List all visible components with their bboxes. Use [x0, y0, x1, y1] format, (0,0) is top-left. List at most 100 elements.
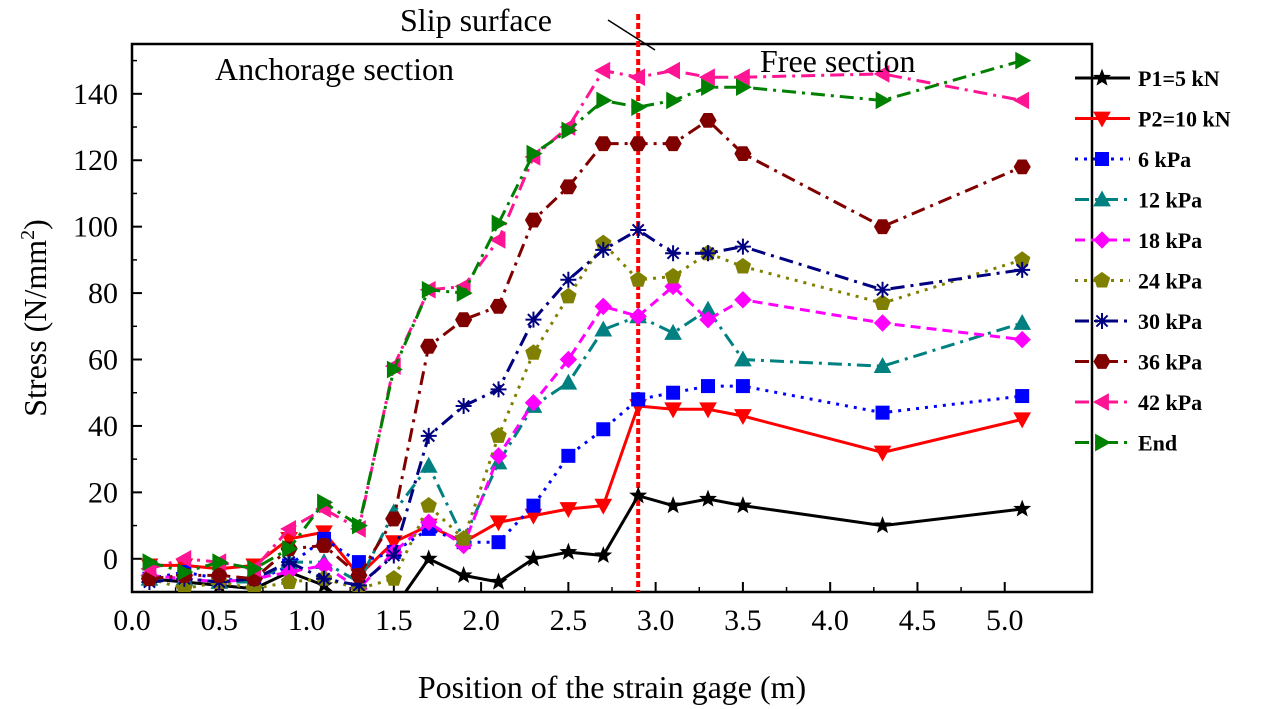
series-line: [149, 404, 1023, 578]
data-point: [384, 535, 403, 552]
data-point: [734, 291, 752, 309]
data-point: [525, 344, 542, 360]
data-point: [1013, 159, 1031, 175]
data-point: [699, 402, 717, 419]
data-point: [142, 553, 159, 571]
data-point: [666, 91, 683, 110]
data-point: [1015, 51, 1032, 70]
data-point: [631, 98, 648, 116]
data-point: [247, 559, 264, 578]
legend-marker: [1093, 271, 1111, 288]
data-point: [175, 549, 192, 568]
x-tick-label: 4.5: [899, 604, 937, 637]
y-axis-title-end: ): [17, 219, 53, 230]
data-point: [317, 493, 334, 512]
legend-marker: [1093, 354, 1111, 369]
legend-label: 36 kPa: [1138, 350, 1202, 375]
legend-label: 12 kPa: [1138, 188, 1202, 213]
data-point: [733, 496, 752, 514]
series-layer: [140, 51, 1032, 622]
data-point: [420, 496, 437, 513]
data-point: [875, 405, 890, 420]
data-point: [280, 520, 296, 538]
data-point: [1014, 261, 1031, 278]
data-point: [419, 549, 438, 567]
data-point: [456, 284, 473, 302]
data-point: [733, 68, 750, 87]
legend-marker: [1095, 433, 1112, 452]
data-point: [594, 136, 612, 152]
data-point: [489, 515, 508, 532]
series-6: [141, 221, 1031, 592]
data-point: [420, 338, 438, 354]
data-point: [281, 554, 298, 571]
data-point: [595, 241, 612, 258]
data-point: [489, 231, 506, 249]
data-point: [350, 577, 367, 592]
data-point: [560, 287, 577, 304]
data-point: [665, 245, 682, 262]
y-axis-title-sup: 2: [17, 230, 39, 240]
data-point: [664, 267, 682, 284]
data-point: [489, 447, 508, 465]
data-point: [664, 61, 680, 80]
data-point: [594, 320, 613, 337]
legend-label: 42 kPa: [1138, 390, 1202, 415]
data-point: [629, 136, 647, 152]
data-point: [734, 350, 752, 367]
data-point: [664, 136, 682, 152]
data-point: [559, 542, 578, 560]
data-point: [524, 212, 543, 228]
data-point: [386, 360, 403, 379]
series-line: [149, 59, 1023, 574]
axis-ticks: 0.0 0.5 1.0 1.5 2.0 2.5 3.0 3.5 4.0 4.5 5.0 0 20 40 60…: [73, 59, 1024, 637]
data-point: [491, 214, 508, 233]
data-point: [212, 553, 229, 571]
data-point: [594, 546, 613, 564]
data-point: [525, 311, 542, 328]
data-point: [701, 78, 718, 97]
legend-marker: [1093, 231, 1111, 249]
series-7: [140, 113, 1031, 587]
data-point: [734, 238, 751, 255]
series-line: [149, 284, 1023, 591]
data-point: [874, 294, 891, 310]
plot-frame: [130, 42, 1094, 594]
data-point: [559, 179, 577, 195]
data-point: [594, 297, 612, 316]
x-tick-label: 1.5: [375, 604, 413, 637]
legend-label: 24 kPa: [1138, 269, 1202, 294]
legend-label: 18 kPa: [1138, 228, 1202, 253]
data-point: [736, 78, 752, 97]
data-point: [734, 146, 752, 161]
data-point: [1013, 313, 1032, 330]
series-8: [140, 61, 1030, 578]
data-point: [559, 502, 578, 518]
data-point: [873, 314, 892, 332]
data-point: [873, 445, 892, 462]
x-axis-title: Position of the strain gage (m): [418, 669, 806, 705]
data-point: [594, 498, 613, 515]
x-tick-label: 0.5: [201, 604, 239, 637]
data-point: [701, 379, 715, 394]
data-point: [352, 516, 368, 535]
data-point: [524, 549, 543, 567]
data-point: [561, 121, 578, 140]
x-tick-label: 0.0: [113, 604, 151, 637]
x-tick-label: 1.0: [288, 604, 326, 637]
data-point: [351, 607, 366, 622]
data-point: [1013, 412, 1032, 429]
series-9: [142, 51, 1032, 581]
legend-marker: [1092, 393, 1109, 411]
y-tick-label: 120: [73, 144, 118, 177]
data-point: [454, 565, 473, 584]
data-point: [526, 498, 541, 513]
data-point: [873, 357, 892, 374]
series-line: [149, 118, 1023, 581]
x-tick-label: 5.0: [986, 604, 1024, 637]
data-point: [385, 511, 403, 527]
data-point: [1015, 389, 1030, 404]
data-point: [455, 312, 473, 328]
x-tick-label: 3.5: [724, 604, 762, 637]
x-tick-label: 2.5: [550, 604, 588, 637]
